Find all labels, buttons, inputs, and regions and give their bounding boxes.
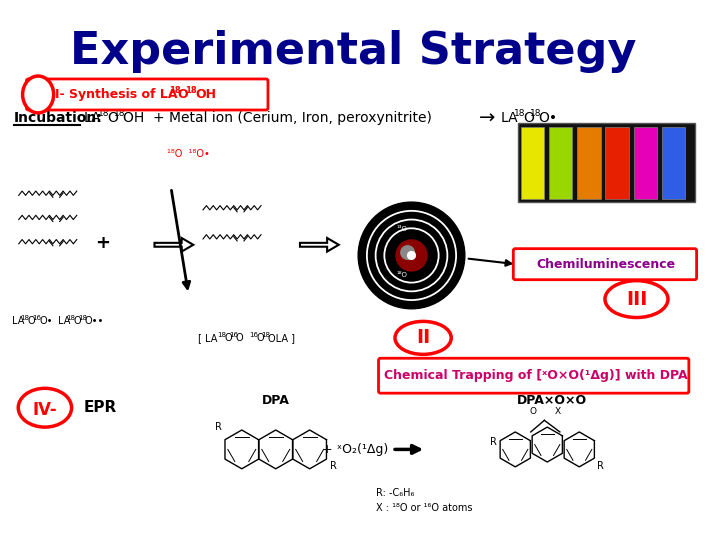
Text: LA: LA bbox=[12, 316, 24, 326]
Text: O•: O• bbox=[39, 316, 53, 326]
Text: 18: 18 bbox=[78, 315, 87, 321]
Ellipse shape bbox=[18, 388, 71, 427]
Circle shape bbox=[401, 246, 415, 259]
Text: +: + bbox=[96, 234, 111, 252]
Text: 18: 18 bbox=[217, 332, 227, 338]
Text: II: II bbox=[416, 328, 431, 347]
Text: R: R bbox=[490, 436, 498, 447]
Text: Experimental Strategy: Experimental Strategy bbox=[70, 30, 636, 73]
FancyBboxPatch shape bbox=[634, 127, 657, 199]
FancyBboxPatch shape bbox=[577, 127, 600, 199]
Ellipse shape bbox=[395, 321, 451, 354]
Ellipse shape bbox=[605, 281, 668, 318]
Text: IV-: IV- bbox=[32, 401, 57, 418]
Text: O: O bbox=[107, 111, 118, 125]
Text: Incubation:: Incubation: bbox=[14, 111, 103, 125]
Text: LA: LA bbox=[58, 316, 70, 326]
FancyBboxPatch shape bbox=[27, 79, 268, 110]
Text: O: O bbox=[236, 333, 250, 343]
Circle shape bbox=[396, 240, 427, 271]
FancyBboxPatch shape bbox=[521, 127, 544, 199]
Text: O: O bbox=[256, 333, 264, 343]
Text: X : ¹⁸O or ¹⁶O atoms: X : ¹⁸O or ¹⁶O atoms bbox=[376, 503, 472, 512]
Text: DPA: DPA bbox=[262, 394, 289, 407]
FancyBboxPatch shape bbox=[606, 127, 629, 199]
Text: O••: O•• bbox=[85, 316, 104, 326]
Text: O: O bbox=[178, 88, 189, 101]
Text: DPA×O×O: DPA×O×O bbox=[517, 394, 588, 407]
Text: R: R bbox=[597, 461, 604, 471]
FancyBboxPatch shape bbox=[518, 123, 695, 202]
Text: LA: LA bbox=[500, 111, 518, 125]
Text: EPR: EPR bbox=[84, 400, 117, 415]
Text: 16: 16 bbox=[250, 332, 258, 338]
Text: LA: LA bbox=[84, 111, 102, 125]
Text: 18: 18 bbox=[184, 86, 196, 95]
FancyBboxPatch shape bbox=[379, 358, 689, 393]
FancyBboxPatch shape bbox=[662, 127, 685, 199]
Ellipse shape bbox=[22, 76, 54, 113]
FancyBboxPatch shape bbox=[513, 248, 697, 280]
FancyBboxPatch shape bbox=[549, 127, 572, 199]
Text: O: O bbox=[27, 316, 35, 326]
Text: [ LA: [ LA bbox=[198, 333, 217, 343]
Text: 18: 18 bbox=[66, 315, 76, 321]
Text: 18: 18 bbox=[169, 86, 181, 95]
Text: OLA ]: OLA ] bbox=[268, 333, 295, 343]
Text: III: III bbox=[626, 289, 647, 308]
Text: 16: 16 bbox=[229, 332, 238, 338]
Text: 16: 16 bbox=[32, 315, 41, 321]
Text: OH: OH bbox=[195, 88, 216, 101]
Text: O: O bbox=[529, 408, 536, 416]
Text: 18: 18 bbox=[514, 110, 526, 118]
Text: + ˣO₂(¹Δg): + ˣO₂(¹Δg) bbox=[322, 443, 388, 456]
Text: 18: 18 bbox=[530, 110, 541, 118]
Text: ¹⁸O  ¹⁸O•: ¹⁸O ¹⁸O• bbox=[167, 148, 210, 159]
Circle shape bbox=[358, 202, 465, 309]
Text: Chemiluminescence: Chemiluminescence bbox=[536, 258, 675, 271]
Text: →: → bbox=[480, 108, 496, 127]
Text: 18: 18 bbox=[261, 332, 270, 338]
Text: O: O bbox=[73, 316, 81, 326]
Text: I- Synthesis of LA: I- Synthesis of LA bbox=[55, 88, 177, 101]
Text: 18: 18 bbox=[114, 110, 125, 118]
Text: R: R bbox=[215, 422, 222, 432]
Text: ¹⁸O: ¹⁸O bbox=[396, 272, 408, 278]
Text: 18: 18 bbox=[21, 315, 30, 321]
Text: OH  + Metal ion (Cerium, Iron, peroxynitrite): OH + Metal ion (Cerium, Iron, peroxynitr… bbox=[122, 111, 431, 125]
Text: X: X bbox=[555, 408, 561, 416]
Text: R: R bbox=[330, 461, 336, 471]
Text: Chemical Trapping of [ˣO×O(¹Δg)] with DPA: Chemical Trapping of [ˣO×O(¹Δg)] with DP… bbox=[384, 369, 688, 382]
Text: O: O bbox=[225, 333, 232, 343]
Text: O•: O• bbox=[539, 111, 558, 125]
Circle shape bbox=[408, 252, 415, 259]
Text: O: O bbox=[523, 111, 534, 125]
Text: ¹³O: ¹³O bbox=[396, 226, 408, 232]
Text: 18: 18 bbox=[98, 110, 109, 118]
Text: R: -C₆H₆: R: -C₆H₆ bbox=[376, 488, 414, 498]
